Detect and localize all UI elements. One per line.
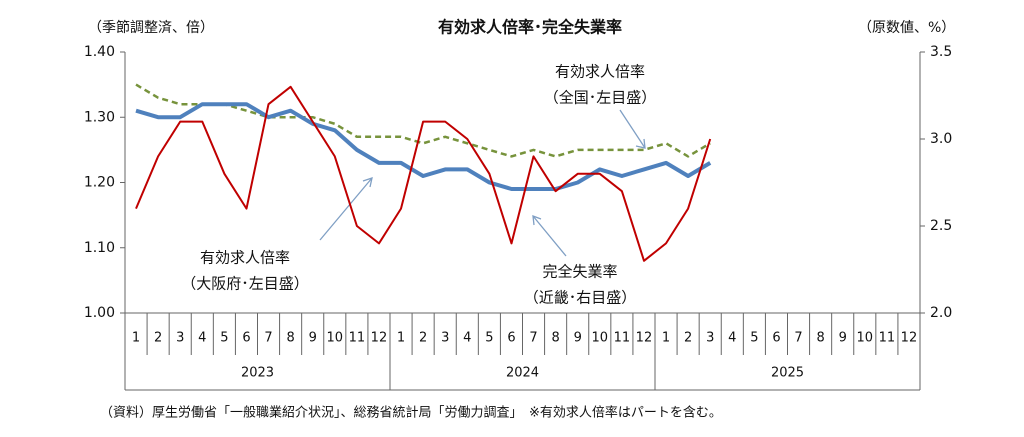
chart-title: 有効求人倍率･完全失業率 [438,18,622,37]
x-tick-label: 6 [242,331,250,346]
x-tick-label: 7 [264,331,272,346]
x-tick-label: 8 [816,331,824,346]
x-tick-label: 3 [706,331,714,346]
x-tick-label: 2 [154,331,162,346]
series-line [135,102,712,191]
x-tick-label: 10 [592,331,609,346]
x-tick-label: 11 [879,331,896,346]
x-tick-label: 4 [728,331,736,346]
year-label: 2023 [241,366,274,381]
x-tick-label: 12 [636,331,653,346]
x-tick-label: 8 [551,331,559,346]
series-line [135,85,712,262]
x-tick-label: 3 [176,331,184,346]
annotation: （近畿･右目盛） [524,289,637,307]
y2-tick-label: 3.0 [930,131,952,147]
x-tick-label: 8 [286,331,294,346]
y-tick-label: 1.40 [84,44,115,60]
x-tick-label: 9 [574,331,582,346]
x-tick-label: 2 [419,331,427,346]
y2-axis-label: （原数値、%） [858,20,955,36]
x-tick-label: 1 [132,331,140,346]
annotation: （大阪府･左目盛） [181,275,309,293]
x-tick-label: 11 [349,331,366,346]
year-label: 2024 [506,366,539,381]
arrows [319,109,646,257]
annotation: 有効求人倍率 [200,249,290,267]
x-tick-label: 1 [662,331,670,346]
y-tick-label: 1.10 [84,240,115,256]
x-tick-label: 10 [857,331,874,346]
x-tick-label: 3 [441,331,449,346]
series-line [135,83,711,158]
y2-tick-label: 2.5 [930,218,952,234]
annotation: （全国･左目盛） [544,89,657,107]
y-axis-label: （季節調整済、倍） [88,19,214,36]
y-tick-label: 1.20 [84,175,115,191]
annotation: 完全失業率 [542,263,617,281]
year-label: 2025 [771,366,804,381]
y-tick-label: 1.00 [84,305,115,321]
x-tick-label: 10 [327,331,344,346]
x-tick-label: 1 [397,331,405,346]
y-tick-label: 1.30 [84,109,115,125]
x-tick-label: 7 [529,331,537,346]
x-tick-label: 4 [463,331,471,346]
x-tick-label: 6 [507,331,515,346]
annotation: 有効求人倍率 [555,63,645,81]
x-tick-label: 12 [371,331,388,346]
x-tick-label: 4 [198,331,206,346]
y2-tick-label: 3.5 [930,44,952,60]
x-tick-label: 11 [614,331,631,346]
x-tick-label: 12 [901,331,918,346]
x-tick-label: 5 [485,331,493,346]
x-tick-label: 2 [684,331,692,346]
x-tick-label: 5 [220,331,228,346]
footer: （資料）厚生労働省「一般職業紹介状況」、総務省統計局「労働力調査」 ※有効求人倍… [100,405,722,421]
x-tick-label: 6 [772,331,780,346]
y2-tick-label: 2.0 [930,305,952,321]
x-tick-label: 9 [309,331,317,346]
x-tick-label: 5 [750,331,758,346]
x-tick-label: 9 [839,331,847,346]
x-tick-label: 7 [794,331,802,346]
